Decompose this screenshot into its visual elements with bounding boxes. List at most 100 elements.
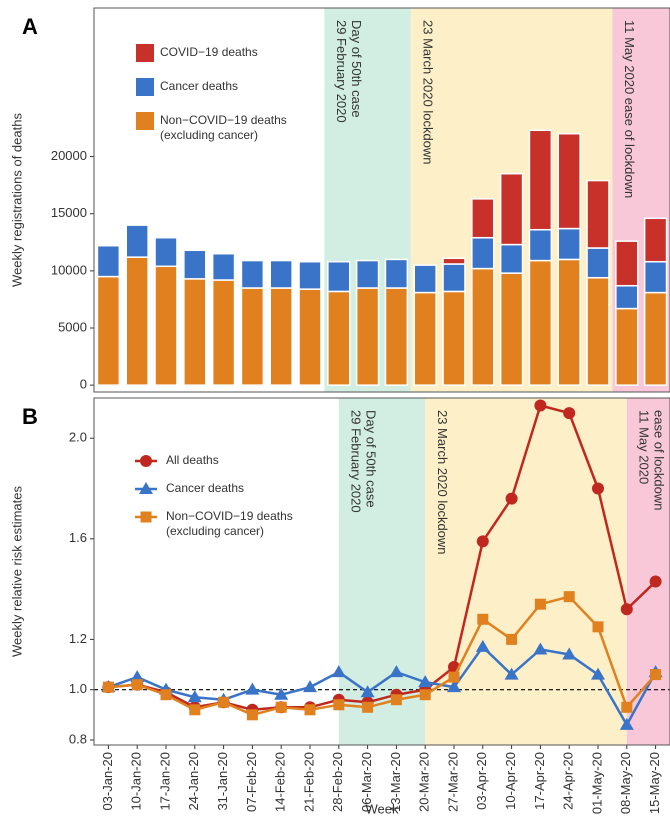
bar-segment — [125, 224, 149, 258]
y-axis-label: Weekly registrations of deaths — [9, 113, 24, 287]
point — [475, 639, 490, 652]
x-tick-label: 10-Jan-20 — [129, 752, 144, 811]
point — [419, 689, 431, 701]
bar-segment — [413, 264, 437, 294]
point — [620, 603, 633, 616]
point — [562, 647, 577, 660]
legend-swatch — [136, 78, 154, 96]
bar-segment — [499, 272, 524, 386]
x-tick-label: 06-Mar-20 — [359, 752, 374, 812]
legend-swatch — [136, 112, 154, 130]
bar-segment — [528, 259, 553, 386]
x-tick-label: 03-Jan-20 — [100, 752, 115, 811]
y-tick-label: 20000 — [51, 148, 87, 163]
bar-segment — [384, 258, 409, 289]
bar-segment — [298, 260, 322, 290]
point — [592, 621, 604, 633]
bar-segment — [615, 284, 639, 310]
point — [649, 575, 662, 588]
region-label: 29 February 2020 — [334, 20, 349, 123]
panel-label: A — [22, 14, 38, 39]
bar-segment — [327, 260, 351, 293]
bar-segment — [269, 259, 293, 289]
region-label: ease of lockdown — [651, 410, 666, 510]
x-tick-label: 20-Mar-20 — [417, 752, 432, 812]
point — [477, 613, 489, 625]
bar-segment — [327, 290, 351, 386]
point — [304, 704, 316, 716]
bar-segment — [384, 287, 409, 386]
y-tick-label: 1.2 — [69, 631, 87, 646]
point — [650, 669, 662, 681]
x-tick-label: 31-Jan-20 — [215, 752, 230, 811]
x-tick-label: 01-May-20 — [589, 752, 604, 814]
bar-segment — [442, 290, 466, 386]
bar-segment — [643, 260, 668, 294]
bar-segment — [471, 236, 495, 270]
point — [131, 679, 143, 691]
bar-segment — [643, 291, 668, 386]
x-tick-label: 10-Apr-20 — [503, 752, 518, 810]
bar-segment — [442, 257, 466, 265]
bar-segment — [154, 265, 178, 386]
legend-label: All deaths — [166, 453, 219, 467]
y-axis-label: Weekly relative risk estimates — [9, 486, 24, 657]
bar-segment — [499, 243, 524, 274]
region — [338, 398, 426, 745]
y-tick-label: 0 — [80, 377, 87, 392]
x-tick-label: 15-May-20 — [647, 752, 662, 814]
legend-marker — [140, 511, 152, 523]
bar-segment — [125, 256, 149, 386]
x-tick-label: 27-Mar-20 — [445, 752, 460, 812]
y-tick-label: 10000 — [51, 262, 87, 277]
x-tick-label: 17-Jan-20 — [157, 752, 172, 811]
bar-segment — [586, 276, 610, 386]
point — [303, 680, 317, 693]
x-tick-label: 14-Feb-20 — [273, 752, 288, 812]
bar-segment — [643, 217, 668, 263]
point — [447, 680, 461, 693]
series-line — [107, 645, 657, 728]
bar-segment — [96, 244, 121, 278]
point — [591, 667, 605, 680]
bar-segment — [211, 252, 236, 281]
bar-segment — [528, 129, 553, 231]
y-tick-label: 1.0 — [69, 681, 87, 696]
point — [102, 681, 114, 693]
point — [389, 665, 404, 678]
legend-label: Non−COVID−19 deaths (excluding cancer) — [166, 509, 293, 538]
bar-segment — [211, 279, 236, 386]
point — [275, 701, 287, 713]
legend-label: Non−COVID−19 deaths (excluding cancer) — [160, 113, 287, 142]
bar-segment — [528, 228, 553, 262]
bar-segment — [615, 307, 639, 386]
bar-segment — [183, 278, 207, 386]
legend-swatch — [136, 44, 154, 62]
point — [187, 690, 202, 703]
point — [246, 709, 258, 721]
bar-segment — [557, 132, 581, 230]
point — [390, 694, 402, 706]
point — [130, 670, 145, 683]
x-tick-label: 21-Feb-20 — [301, 752, 316, 812]
bar-segment — [96, 275, 121, 386]
x-tick-label: 07-Feb-20 — [244, 752, 259, 812]
bar-segment — [240, 287, 265, 386]
point — [245, 682, 260, 695]
bar-segment — [355, 287, 380, 386]
x-tick-label: 03-Apr-20 — [474, 752, 489, 810]
x-tick-label: 24-Jan-20 — [186, 752, 201, 811]
bar-segment — [471, 198, 495, 239]
point — [362, 701, 374, 713]
x-tick-label: 24-Apr-20 — [561, 752, 576, 810]
bar-segment — [586, 247, 610, 279]
region-label: 23 March 2020 lockdown — [420, 20, 435, 165]
region-label: Day of 50th case — [363, 410, 378, 508]
region-label: 11 May 2020 ease of lockdown — [622, 20, 637, 198]
point — [504, 667, 519, 680]
legend-label: Cancer deaths — [160, 79, 238, 93]
bar-segment — [298, 288, 322, 386]
point — [505, 492, 518, 505]
y-tick-label: 0.8 — [69, 731, 87, 746]
